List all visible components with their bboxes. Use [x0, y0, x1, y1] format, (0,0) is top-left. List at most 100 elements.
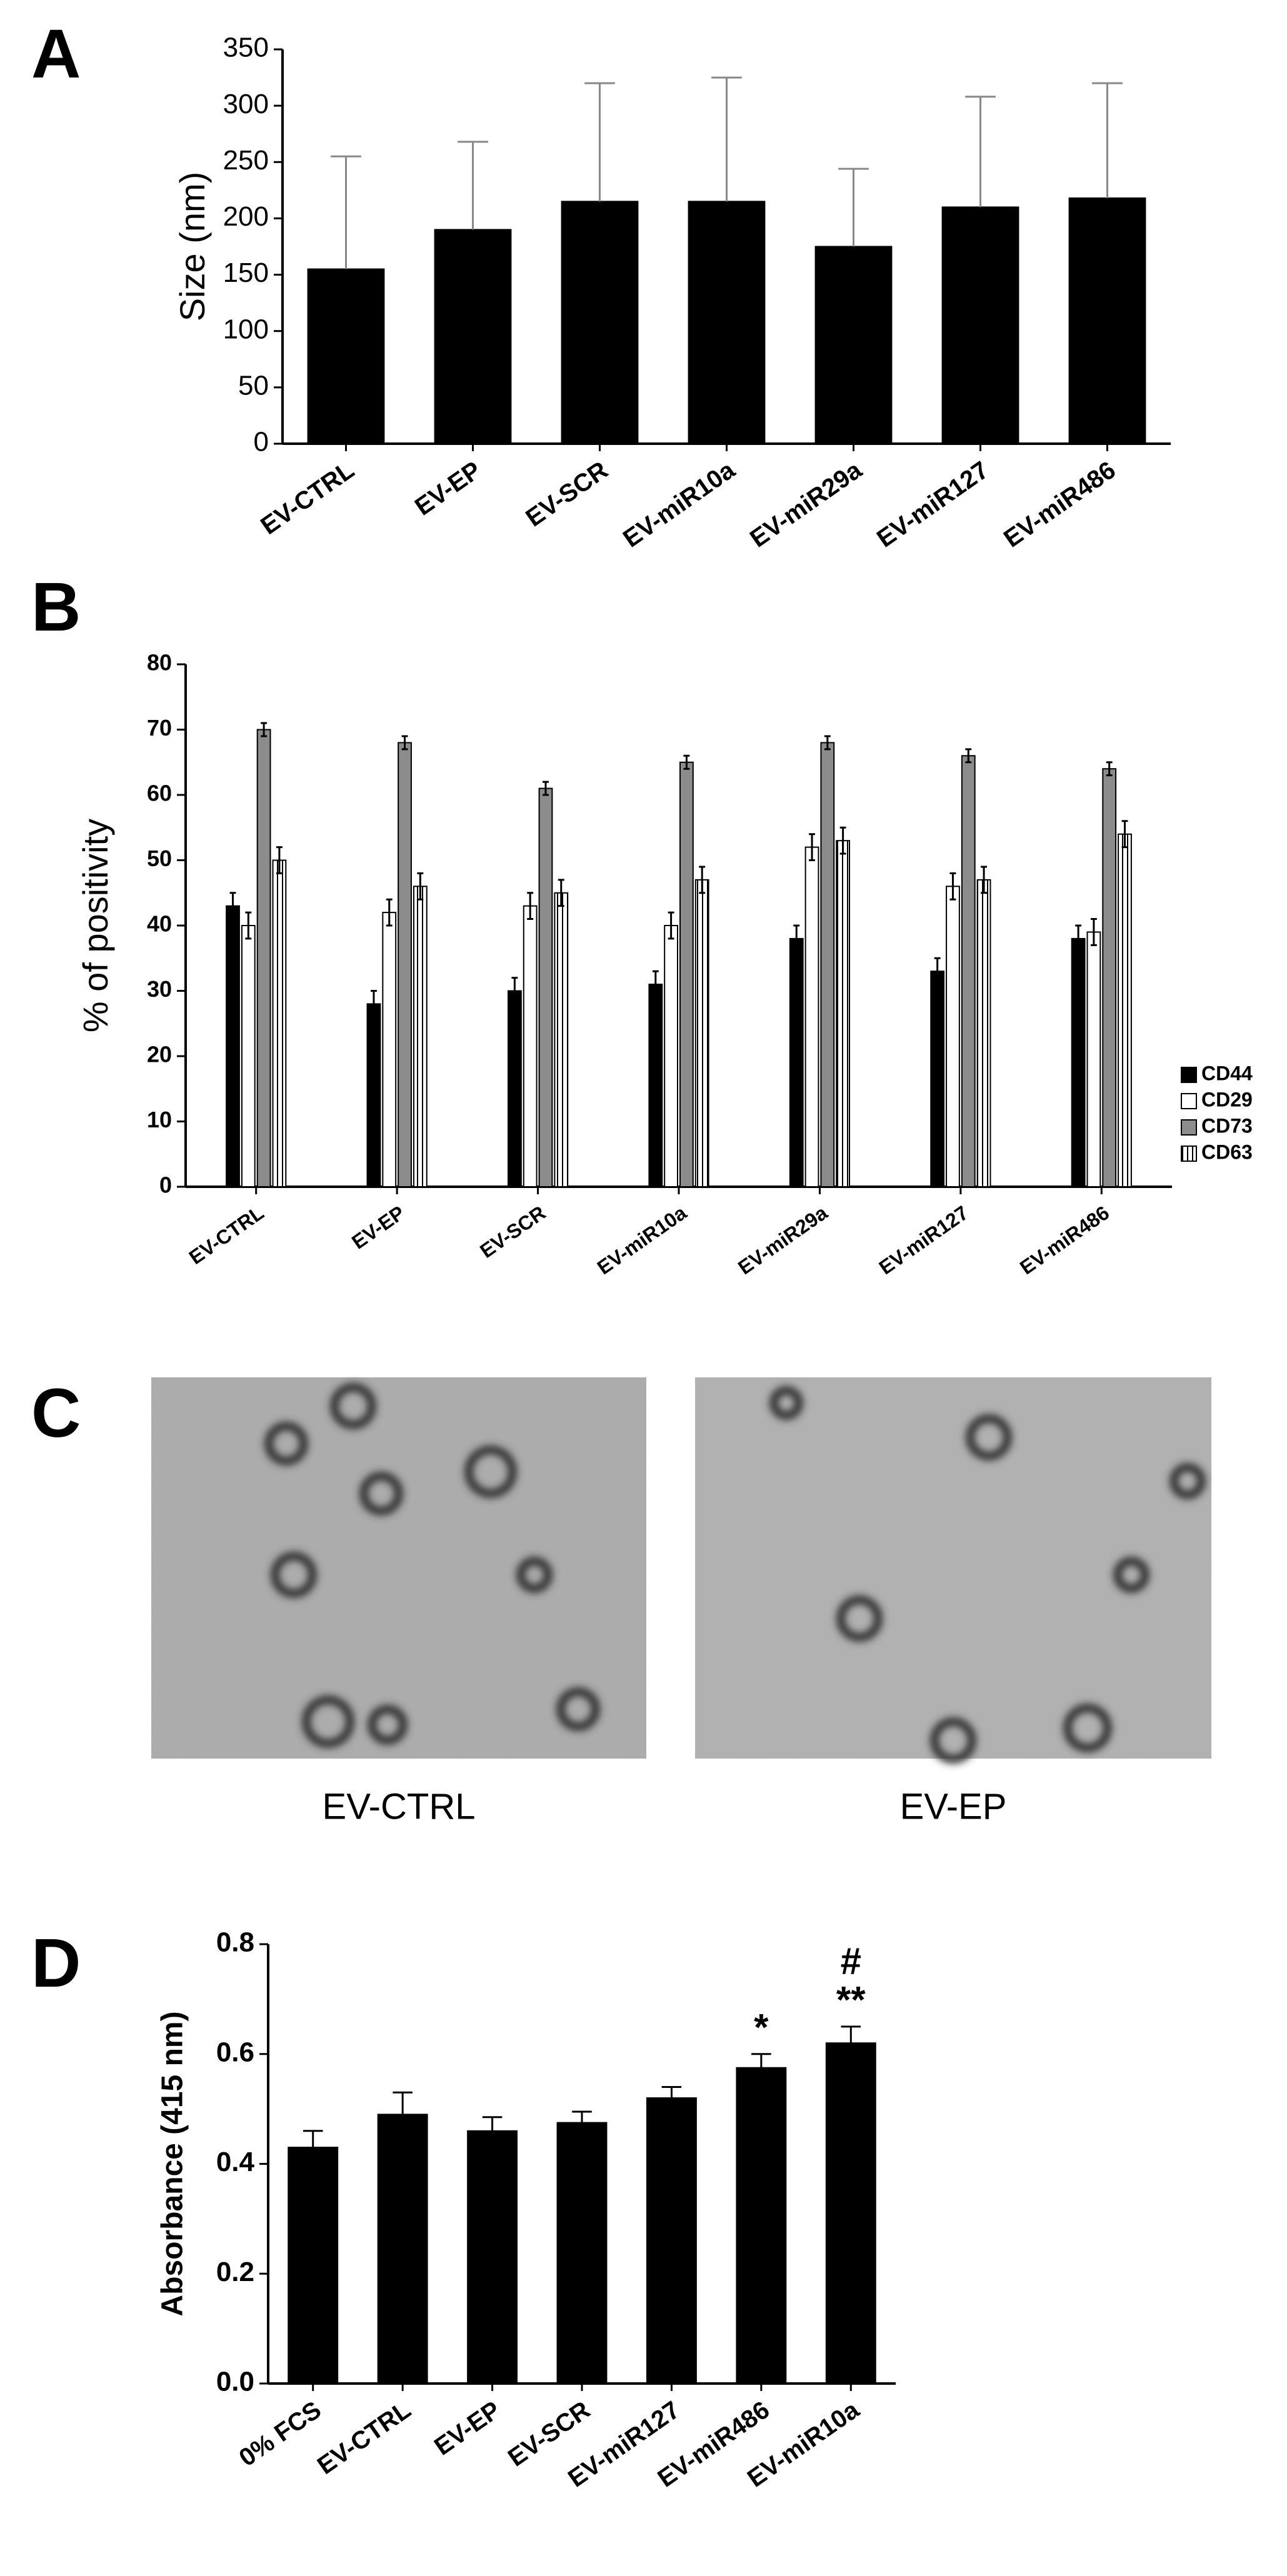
- error-bar: [838, 167, 869, 247]
- bar: [523, 905, 538, 1188]
- bar: [946, 886, 960, 1188]
- error-bar: [393, 2091, 413, 2115]
- bar: [538, 787, 553, 1188]
- y-tick-label: 60: [147, 781, 172, 806]
- bar: [679, 761, 694, 1187]
- bar: [976, 879, 991, 1187]
- y-tick-label: 50: [238, 370, 269, 401]
- bar: [377, 2114, 428, 2385]
- x-tick-label: EV-miR10a: [593, 1201, 691, 1279]
- bar: [1071, 937, 1086, 1188]
- bar: [398, 742, 412, 1187]
- bar: [226, 905, 240, 1188]
- error-bar: [809, 833, 815, 861]
- bar: [561, 201, 639, 444]
- bar: [825, 2042, 876, 2385]
- error-bar: [1090, 918, 1097, 946]
- bar: [1102, 768, 1117, 1187]
- bar: [288, 2147, 339, 2384]
- error-bar: [793, 924, 800, 953]
- error-bar: [401, 735, 408, 751]
- legend-label: CD29: [1201, 1088, 1253, 1111]
- error-bar: [331, 155, 361, 269]
- bar: [1118, 833, 1132, 1187]
- error-bar: [668, 911, 674, 940]
- legend-swatch: [1181, 1093, 1197, 1109]
- panel-letter: C: [31, 1375, 81, 1452]
- bar: [930, 971, 945, 1188]
- bar: [646, 2097, 697, 2385]
- x-tick-label: EV-CTRL: [256, 456, 359, 540]
- x-tick-label: EV-CTRL: [185, 1201, 268, 1269]
- bar: [241, 925, 256, 1187]
- error-bar: [1121, 820, 1128, 849]
- x-tick-label: EV-SCR: [476, 1201, 549, 1262]
- x-tick-label: EV-miR127: [872, 456, 994, 553]
- error-bar: [558, 879, 564, 907]
- x-tick-label: EV-miR29a: [734, 1201, 831, 1279]
- error-bar: [841, 2025, 861, 2044]
- annotation: #: [841, 1940, 861, 1982]
- y-tick-label: 70: [147, 715, 172, 741]
- y-tick-label: 10: [147, 1107, 172, 1132]
- legend-swatch: [1181, 1067, 1197, 1083]
- panel-letter: A: [31, 16, 81, 92]
- image-caption: EV-EP: [900, 1786, 1007, 1827]
- y-tick-label: 40: [147, 911, 172, 937]
- error-bar: [584, 82, 615, 202]
- y-axis-label: Size (nm): [173, 172, 212, 322]
- error-bar: [751, 2053, 771, 2068]
- bar: [366, 1003, 381, 1188]
- bar: [507, 990, 522, 1187]
- bar: [554, 892, 569, 1187]
- error-bar: [245, 911, 252, 940]
- y-tick-label: 350: [223, 32, 269, 63]
- x-tick-label: EV-miR486: [1016, 1201, 1113, 1279]
- panel-letter: D: [31, 1925, 81, 2002]
- y-tick-label: 100: [223, 314, 269, 344]
- bar: [556, 2122, 608, 2384]
- bar: [814, 246, 893, 444]
- error-bar: [386, 898, 393, 927]
- micrograph-left: [151, 1377, 646, 1759]
- bar: [272, 859, 287, 1187]
- error-bar: [572, 2110, 592, 2123]
- bar: [1068, 197, 1146, 444]
- x-tick-label: EV-EP: [348, 1201, 409, 1254]
- bar: [694, 879, 709, 1187]
- bar: [736, 2067, 787, 2384]
- y-axis-label: Absorbance (415 nm): [156, 2011, 189, 2316]
- error-bar: [965, 748, 972, 764]
- bar: [836, 840, 851, 1187]
- bar: [307, 268, 385, 444]
- y-tick-label: 20: [147, 1042, 172, 1067]
- x-tick-label: EV-CTRL: [313, 2396, 416, 2480]
- bar: [382, 912, 397, 1187]
- legend-label: CD44: [1201, 1062, 1253, 1084]
- error-bar: [276, 846, 283, 874]
- x-tick-label: EV-miR29a: [745, 456, 867, 553]
- error-bar: [261, 722, 268, 737]
- error-bar: [303, 2130, 323, 2148]
- x-tick-label: EV-EP: [429, 2396, 506, 2461]
- legend-label: CD73: [1201, 1114, 1253, 1137]
- error-bar: [511, 977, 518, 1005]
- error-bar: [683, 754, 690, 770]
- error-bar: [839, 826, 846, 855]
- legend-swatch: [1181, 1146, 1197, 1162]
- x-tick-label: EV-miR486: [999, 456, 1121, 553]
- micrograph-right: [695, 1377, 1211, 1764]
- y-tick-label: 80: [147, 650, 172, 676]
- error-bar: [229, 892, 236, 921]
- bar: [648, 984, 663, 1188]
- y-tick-label: 0.6: [216, 2037, 254, 2067]
- x-tick-label: EV-EP: [410, 456, 486, 521]
- y-tick-label: 300: [223, 89, 269, 119]
- error-bar: [370, 990, 377, 1018]
- x-tick-label: EV-SCR: [521, 456, 613, 532]
- error-bar: [482, 2116, 503, 2131]
- y-tick-label: 0: [254, 427, 269, 457]
- error-bar: [543, 781, 549, 796]
- x-tick-label: 0% FCS: [234, 2396, 326, 2472]
